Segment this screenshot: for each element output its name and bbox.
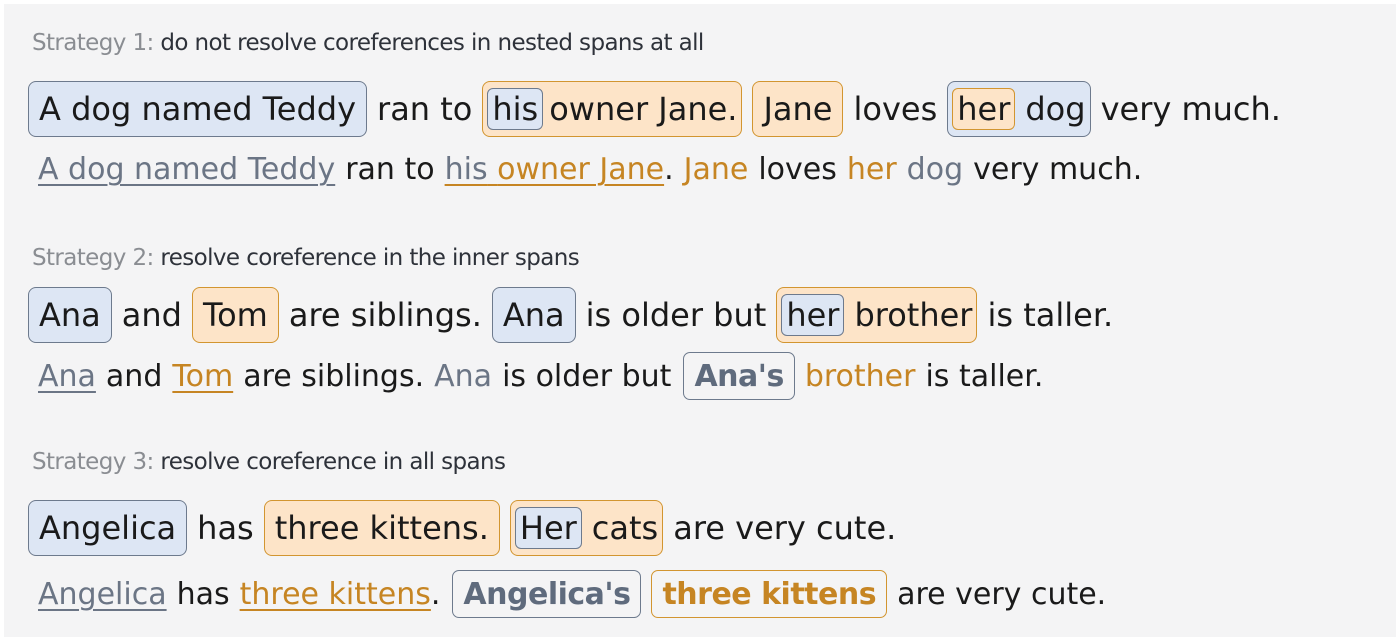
resolved-mention: Jane <box>684 152 749 187</box>
mention-box: Her cats <box>510 500 663 556</box>
plain-text: and <box>122 296 182 334</box>
resolved-mention: Ana <box>434 359 492 394</box>
plain-text: ran to <box>345 152 434 187</box>
strategy-1-heading: Strategy 1: do not resolve coreferences … <box>32 30 704 56</box>
mention-box: her dog <box>947 81 1090 137</box>
strategy-label: Strategy 3: <box>32 449 154 475</box>
plain-text: has <box>177 577 230 612</box>
strategy-3-output-sentence: Angelica has three kittens. Angelica's t… <box>38 570 1106 618</box>
strategy-1-output-sentence: A dog named Teddy ran to his owner Jane.… <box>38 152 1142 187</box>
strategy-2-input-sentence: Ana and Tom are siblings. Ana is older b… <box>28 287 1113 343</box>
mention-box: her brother <box>776 287 977 343</box>
plain-text: is older but <box>586 296 767 334</box>
resolved-mention: Ana <box>38 359 96 394</box>
strategy-2-output-sentence: Ana and Tom are siblings. Ana is older b… <box>38 352 1043 400</box>
plain-text: has <box>197 509 254 547</box>
resolved-mention: her <box>847 152 897 187</box>
plain-text: ran to <box>377 90 472 128</box>
plain-text: is taller. <box>925 359 1043 394</box>
replaced-mention-box: Ana's <box>683 352 794 400</box>
mention-box: A dog named Teddy <box>28 81 367 137</box>
nested-mention-box: Her <box>515 507 582 549</box>
mention-box: Tom <box>192 287 279 343</box>
nested-mention-box: his <box>487 88 543 130</box>
strategy-label: Strategy 1: <box>32 30 154 56</box>
mention-box: three kittens. <box>264 500 500 556</box>
strategy-2-heading: Strategy 2: resolve coreference in the i… <box>32 245 579 271</box>
strategy-description: resolve coreference in the inner spans <box>160 245 579 271</box>
plain-text: are siblings. <box>243 359 424 394</box>
resolved-mention: owner Jane <box>497 152 664 187</box>
resolved-mention: brother <box>805 359 916 394</box>
plain-text: loves <box>758 152 837 187</box>
resolved-mention: Angelica <box>38 577 167 612</box>
nested-mention-box: her <box>781 294 844 336</box>
replaced-mention-box: three kittens <box>651 570 887 618</box>
strategy-1-input-sentence: A dog named Teddy ran to his owner Jane. … <box>28 81 1281 137</box>
mention-box: Ana <box>492 287 576 343</box>
resolved-mention: dog <box>907 152 963 187</box>
mention-box: Angelica <box>28 500 187 556</box>
plain-text: are very cute. <box>673 509 896 547</box>
plain-text: is taller. <box>987 296 1113 334</box>
plain-text: is older but <box>502 359 671 394</box>
mention-box: Jane <box>752 81 843 137</box>
mention-box: his owner Jane. <box>482 81 742 137</box>
strategy-description: resolve coreference in all spans <box>160 449 505 475</box>
mention-box: Ana <box>28 287 112 343</box>
plain-text: . <box>664 152 674 187</box>
resolved-mention: A dog named Teddy <box>38 152 335 187</box>
resolved-mention: three kittens <box>240 577 431 612</box>
strategy-3-heading: Strategy 3: resolve coreference in all s… <box>32 449 505 475</box>
plain-text: very much. <box>973 152 1142 187</box>
replaced-mention-box: Angelica's <box>452 570 641 618</box>
plain-text: . <box>431 577 441 612</box>
strategy-3-input-sentence: Angelica has three kittens. Her cats are … <box>28 500 896 556</box>
plain-text: and <box>106 359 162 394</box>
strategy-description: do not resolve coreferences in nested sp… <box>160 30 703 56</box>
plain-text: very much. <box>1101 90 1281 128</box>
resolved-mention: his <box>445 152 488 187</box>
strategy-label: Strategy 2: <box>32 245 154 271</box>
nested-mention-box: her <box>952 88 1015 130</box>
plain-text: loves <box>853 90 937 128</box>
plain-text: are very cute. <box>897 577 1106 612</box>
resolved-mention: Tom <box>172 359 233 394</box>
plain-text: are siblings. <box>289 296 482 334</box>
